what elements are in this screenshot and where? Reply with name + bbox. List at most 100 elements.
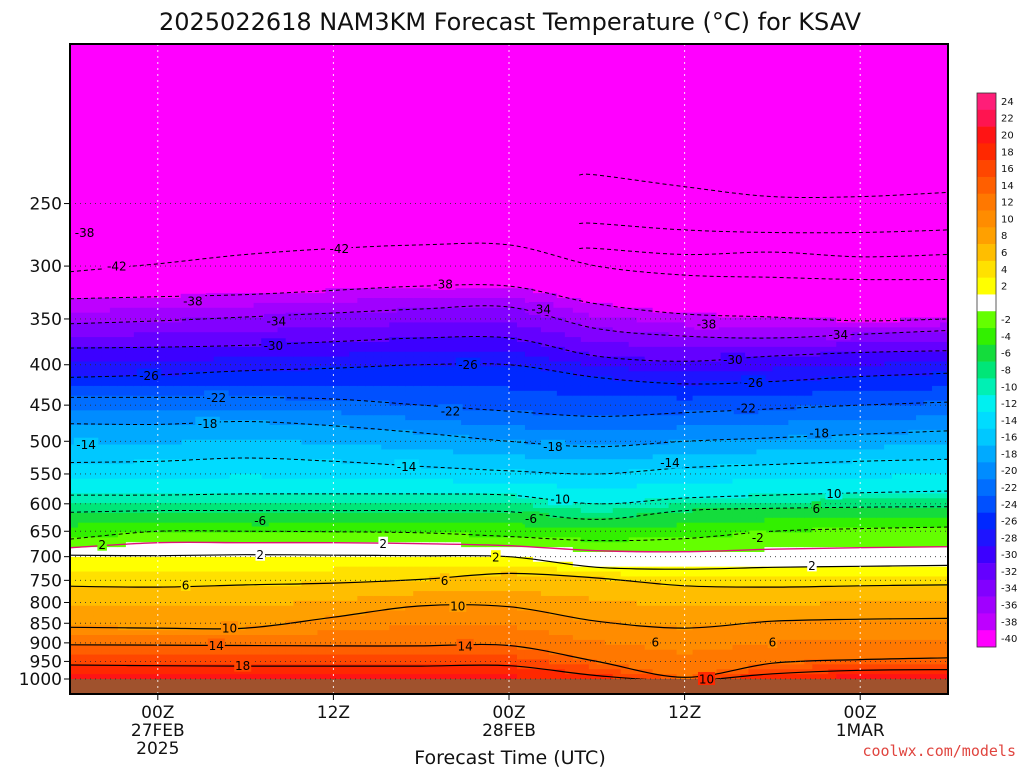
fill-cell xyxy=(325,488,334,494)
fill-cell xyxy=(325,376,334,382)
fill-cell xyxy=(93,268,103,275)
fill-cell xyxy=(133,136,143,143)
fill-cell xyxy=(277,571,287,578)
fill-cell xyxy=(349,302,358,309)
fill-cell xyxy=(125,44,135,50)
fill-cell xyxy=(125,405,135,411)
fill-cell xyxy=(309,508,319,514)
fill-cell xyxy=(125,669,135,675)
fill-cell xyxy=(70,97,79,104)
fill-cell xyxy=(269,610,279,617)
fill-cell xyxy=(133,571,143,578)
fill-cell xyxy=(77,493,87,499)
fill-cell xyxy=(213,556,223,563)
fill-cell xyxy=(165,454,175,460)
fill-cell xyxy=(293,493,303,499)
fill-cell xyxy=(293,341,303,348)
fill-cell xyxy=(285,171,295,177)
fill-cell xyxy=(85,171,95,177)
fill-cell xyxy=(149,654,159,661)
fill-cell xyxy=(253,68,263,74)
fill-cell xyxy=(261,161,271,167)
fill-cell xyxy=(317,547,327,553)
fill-cell xyxy=(357,185,366,192)
fill-cell xyxy=(70,420,79,426)
fill-cell xyxy=(141,161,151,167)
fill-cell xyxy=(133,517,143,524)
fill-cell xyxy=(365,659,374,665)
fill-cell xyxy=(229,356,239,363)
fill-cell xyxy=(341,205,350,211)
fill-cell xyxy=(149,381,159,387)
fill-cell xyxy=(101,566,111,573)
fill-cell xyxy=(341,48,350,55)
fill-cell xyxy=(133,400,143,407)
fill-cell xyxy=(181,654,191,661)
fill-cell xyxy=(309,566,319,573)
fill-cell xyxy=(269,161,279,167)
plot-area: -38-42-42-38-38-38-34-34-34-30-30-26-26-… xyxy=(69,43,949,695)
fill-cell xyxy=(189,273,199,280)
fill-cell xyxy=(109,400,119,407)
fill-cell xyxy=(245,566,255,573)
fill-cell xyxy=(125,556,135,563)
fill-cell xyxy=(197,278,207,284)
fill-cell xyxy=(309,136,319,143)
fill-cell xyxy=(237,581,247,587)
fill-cell xyxy=(293,161,303,167)
fill-cell xyxy=(117,127,127,133)
fill-cell xyxy=(101,273,111,280)
fill-cell xyxy=(357,268,366,275)
fill-cell xyxy=(101,595,111,602)
fill-cell xyxy=(70,249,79,255)
fill-cell xyxy=(141,102,151,109)
fill-cell xyxy=(125,337,135,343)
fill-cell xyxy=(157,351,167,358)
fill-cell xyxy=(133,131,143,138)
fill-cell xyxy=(85,532,95,538)
fill-cell xyxy=(277,283,287,289)
fill-cell xyxy=(117,444,127,451)
fill-cell xyxy=(325,112,334,118)
fill-cell xyxy=(285,439,295,446)
fill-cell xyxy=(133,664,143,670)
fill-cell xyxy=(101,322,111,328)
fill-cell xyxy=(85,356,95,363)
fill-cell xyxy=(70,200,79,206)
fill-cell xyxy=(141,674,151,680)
fill-cell xyxy=(253,571,263,578)
fill-cell xyxy=(245,239,255,245)
fill-cell xyxy=(173,92,183,99)
fill-cell xyxy=(157,576,167,582)
fill-cell xyxy=(149,283,159,289)
fill-cell xyxy=(269,444,279,451)
fill-cell xyxy=(221,166,231,172)
fill-cell xyxy=(70,219,79,226)
fill-cell xyxy=(101,649,111,656)
fill-cell xyxy=(213,439,223,446)
fill-cell xyxy=(365,351,374,358)
fill-cell xyxy=(301,400,311,407)
fill-cell xyxy=(277,586,287,592)
fill-cell xyxy=(277,591,287,597)
fill-cell xyxy=(357,151,366,157)
fill-cell xyxy=(277,600,287,607)
fill-cell xyxy=(357,498,366,504)
fill-cell xyxy=(221,288,231,294)
fill-cell xyxy=(101,63,111,70)
fill-cell xyxy=(109,669,119,675)
fill-cell xyxy=(93,200,103,206)
fill-cell xyxy=(277,117,287,123)
fill-cell xyxy=(341,200,350,206)
fill-cell xyxy=(237,605,247,612)
fill-cell xyxy=(181,366,191,372)
fill-cell xyxy=(133,302,143,309)
fill-cell xyxy=(357,327,366,333)
fill-cell xyxy=(325,639,334,646)
fill-cell xyxy=(365,537,374,543)
fill-cell xyxy=(333,141,342,148)
fill-cell xyxy=(245,644,255,651)
fill-cell xyxy=(165,644,175,651)
fill-cell xyxy=(117,288,127,294)
fill-cell xyxy=(77,449,87,455)
